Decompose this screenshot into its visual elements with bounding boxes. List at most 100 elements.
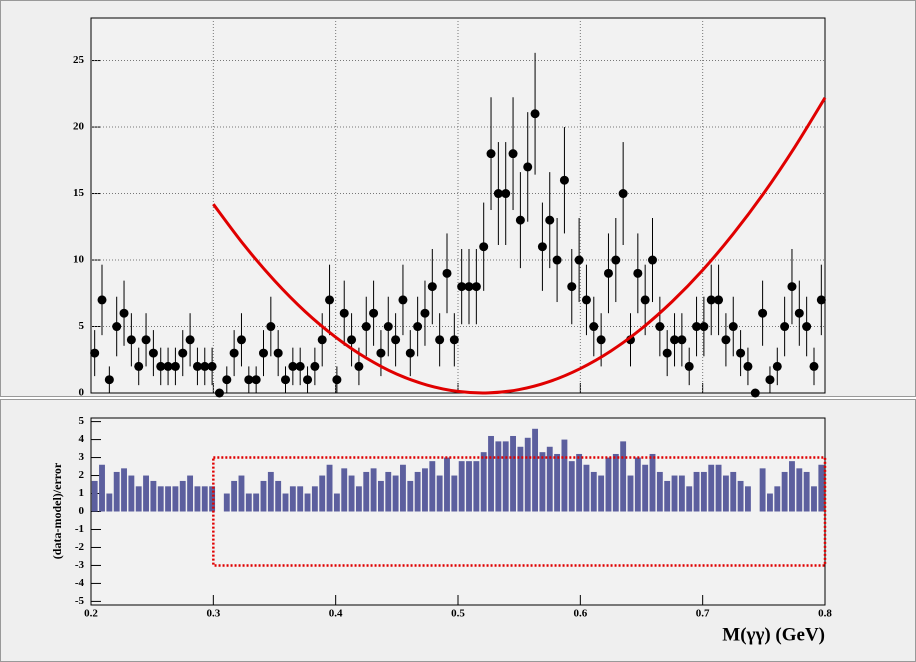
y-tick-label: -5	[75, 595, 85, 607]
bar	[686, 486, 693, 512]
y-tick-label: 25	[73, 54, 85, 66]
y-tick-label: 0	[79, 505, 85, 517]
bar	[634, 457, 641, 512]
data-point	[802, 322, 812, 332]
bar	[510, 435, 516, 512]
bar	[135, 486, 142, 512]
bar	[693, 471, 700, 512]
data-point	[589, 322, 599, 332]
data-point	[258, 348, 268, 358]
data-point	[758, 308, 768, 318]
data-point	[523, 162, 533, 172]
bar	[172, 486, 179, 512]
bar	[590, 471, 597, 512]
data-point	[383, 322, 393, 332]
bar	[238, 475, 245, 512]
data-point	[178, 348, 188, 358]
x-tick-label: 0.6	[573, 608, 587, 620]
x-tick-label: 0.3	[206, 608, 220, 620]
bar	[253, 493, 260, 512]
y-tick-label: 4	[79, 433, 85, 445]
bar	[128, 475, 135, 512]
bar	[355, 486, 362, 512]
bar	[715, 464, 722, 512]
data-point	[442, 268, 452, 278]
data-point	[376, 348, 386, 358]
data-point	[449, 335, 459, 345]
data-point	[347, 335, 357, 345]
bar	[568, 461, 575, 512]
bar	[436, 475, 443, 512]
data-point	[126, 335, 136, 345]
bar	[267, 471, 274, 512]
data-point	[603, 268, 613, 278]
data-point	[251, 375, 261, 385]
data-point	[750, 388, 760, 398]
x-tick-label: 0.5	[451, 608, 465, 620]
bar	[546, 446, 553, 512]
bar	[223, 493, 230, 512]
data-point	[692, 322, 702, 332]
y-tick-label: 10	[73, 254, 85, 266]
x-tick-label: 0.8	[818, 608, 832, 620]
bar	[664, 480, 671, 512]
bar	[539, 452, 546, 512]
data-point	[559, 175, 569, 185]
x-tick-label: 0.4	[329, 608, 343, 620]
data-point	[97, 295, 107, 305]
data-point	[816, 295, 826, 305]
bar	[91, 480, 98, 512]
data-point	[655, 322, 665, 332]
bar	[392, 475, 399, 512]
data-point	[706, 295, 716, 305]
data-point	[332, 375, 342, 385]
bar	[818, 464, 825, 512]
data-point	[391, 335, 401, 345]
bar	[671, 475, 678, 512]
data-point	[809, 361, 819, 371]
data-point	[288, 361, 298, 371]
bar	[767, 493, 773, 512]
bar	[605, 457, 612, 512]
data-point	[236, 335, 246, 345]
data-point	[119, 308, 129, 318]
fit-curve	[212, 97, 827, 395]
data-point	[736, 348, 746, 358]
y-tick-label: 3	[79, 451, 85, 463]
bar	[165, 486, 172, 512]
data-point	[295, 361, 305, 371]
data-point	[435, 335, 445, 345]
data-point	[90, 348, 100, 358]
y-tick-label: 1	[79, 487, 85, 499]
y-tick-label: -3	[75, 559, 85, 571]
data-point	[721, 335, 731, 345]
y-tick-label: 15	[73, 187, 85, 199]
data-point	[787, 282, 797, 292]
bar	[444, 457, 450, 512]
data-point	[611, 255, 621, 265]
bar	[532, 428, 539, 512]
data-point	[148, 348, 158, 358]
bar	[297, 486, 304, 512]
bar	[363, 471, 370, 512]
data-point	[670, 335, 680, 345]
data-point	[471, 282, 481, 292]
data-point	[361, 322, 371, 332]
bar	[348, 475, 355, 512]
data-point	[156, 361, 166, 371]
bar	[458, 461, 465, 512]
data-point	[574, 255, 584, 265]
bar	[700, 471, 707, 512]
data-point	[633, 268, 643, 278]
data-point	[200, 361, 210, 371]
x-tick-label: 0.7	[696, 608, 710, 620]
bar	[598, 475, 605, 512]
y-tick-label: -4	[75, 577, 85, 589]
bar	[377, 480, 384, 512]
data-point	[537, 242, 547, 252]
bar	[708, 464, 715, 512]
data-point	[222, 375, 232, 385]
data-point	[567, 282, 577, 292]
bar	[781, 471, 788, 512]
